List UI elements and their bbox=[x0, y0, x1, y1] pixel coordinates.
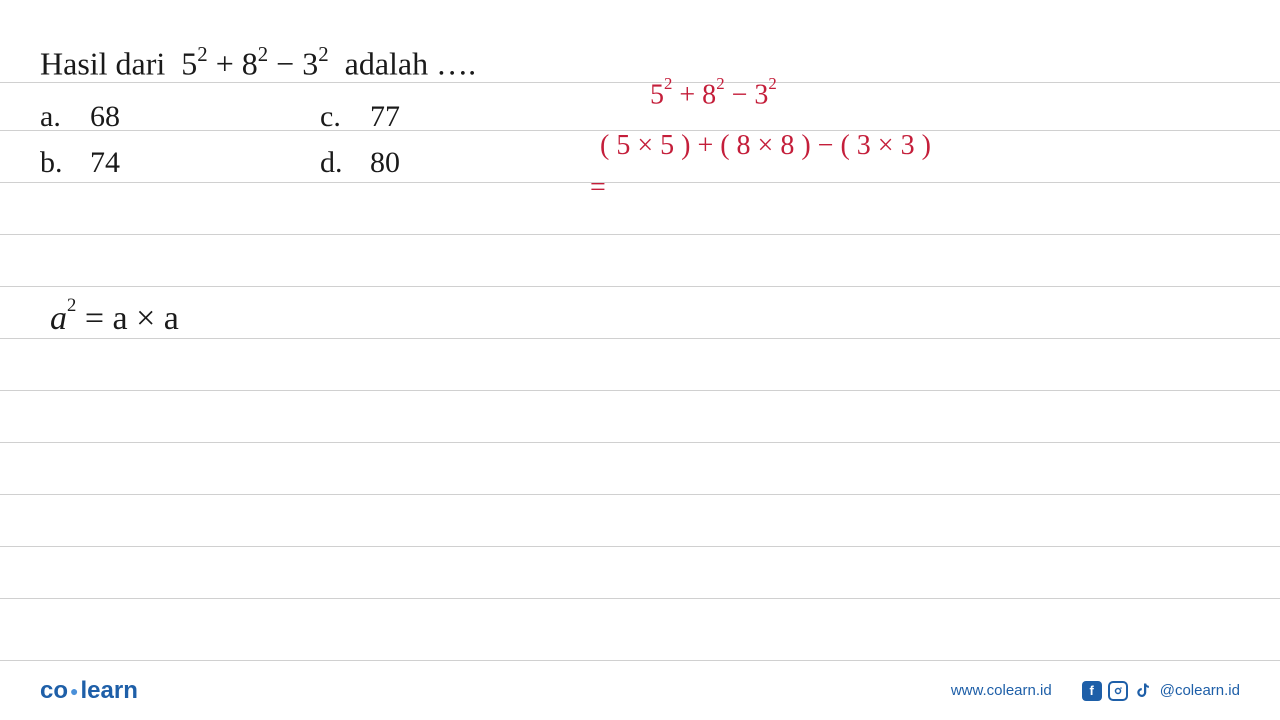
handwritten-line-2: ( 5 × 5 ) + ( 8 × 8 ) − ( 3 × 3 ) bbox=[600, 130, 931, 162]
answer-options: a. 68 c. 77 b. 74 d. 80 bbox=[40, 100, 430, 192]
option-b-value: 74 bbox=[90, 146, 150, 180]
handwritten-line-1: 52 + 82 − 32 bbox=[650, 78, 777, 111]
instagram-icon bbox=[1108, 681, 1128, 701]
option-a-label: a. bbox=[40, 100, 90, 134]
tiktok-icon bbox=[1134, 681, 1154, 701]
ruled-line bbox=[0, 598, 1280, 599]
question-text: Hasil dari 52 + 82 − 32 adalah …. bbox=[40, 45, 476, 83]
option-d-value: 80 bbox=[370, 146, 430, 180]
option-d-label: d. bbox=[320, 146, 370, 180]
facebook-icon: f bbox=[1082, 681, 1102, 701]
formula-text: a2 = a × a bbox=[50, 300, 179, 338]
ruled-line bbox=[0, 338, 1280, 339]
question-suffix: adalah …. bbox=[345, 46, 477, 82]
ruled-line bbox=[0, 390, 1280, 391]
option-c-value: 77 bbox=[370, 100, 430, 134]
ruled-line bbox=[0, 546, 1280, 547]
option-b-label: b. bbox=[40, 146, 90, 180]
ruled-line bbox=[0, 442, 1280, 443]
brand-logo: co●learn bbox=[40, 677, 138, 705]
ruled-line bbox=[0, 286, 1280, 287]
social-links: f @colearn.id bbox=[1082, 681, 1240, 701]
option-a-value: 68 bbox=[90, 100, 150, 134]
ruled-line bbox=[0, 494, 1280, 495]
question-prefix: Hasil dari bbox=[40, 46, 165, 82]
ruled-line bbox=[0, 234, 1280, 235]
option-c-label: c. bbox=[320, 100, 370, 134]
footer-url: www.colearn.id bbox=[951, 682, 1052, 699]
handwritten-line-3: = bbox=[590, 172, 606, 204]
social-handle: @colearn.id bbox=[1160, 682, 1240, 699]
footer: co●learn www.colearn.id f @colearn.id bbox=[0, 660, 1280, 720]
